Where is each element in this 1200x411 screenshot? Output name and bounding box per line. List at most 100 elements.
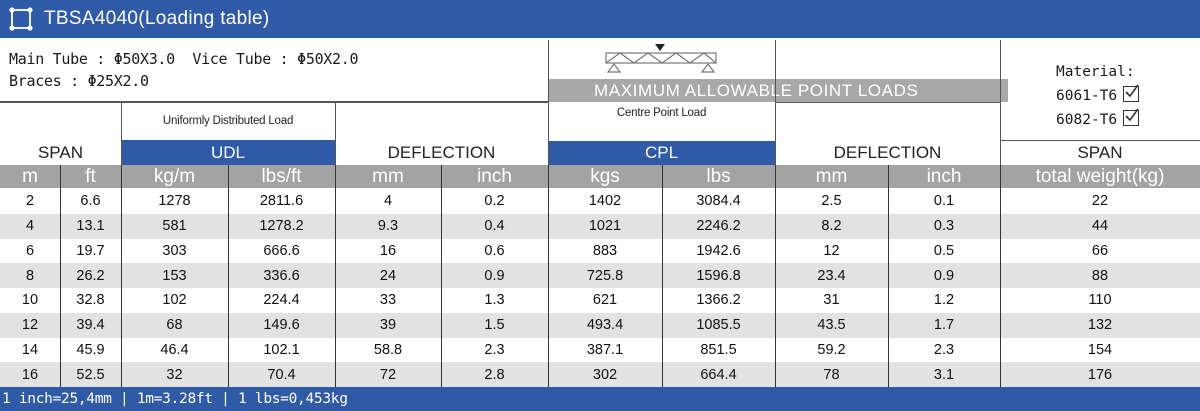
unit-cell: lbs/ft — [228, 165, 335, 188]
unit-conversion-footer: 1 inch=25,4mm | 1m=3.28ft | 1 lbs=0,453k… — [0, 387, 1200, 411]
unit-cell: mm — [335, 165, 441, 188]
table-cell: 4 — [383, 193, 393, 210]
table-cell: 44 — [1091, 218, 1109, 235]
table-cell: 24 — [379, 267, 397, 284]
table-cell: 8.2 — [821, 218, 842, 235]
table-cell: 1.3 — [484, 292, 505, 309]
table-cell: 58.8 — [373, 341, 403, 358]
material-panel: Material: 6061-T6 6082-T6 — [1000, 40, 1200, 140]
unit-cell: m — [0, 165, 60, 188]
table-cell: 666.6 — [263, 242, 300, 259]
checkbox-icon[interactable] — [1123, 84, 1140, 102]
table-cell: 725.8 — [586, 267, 624, 284]
column-divider — [335, 165, 336, 387]
table-cell: 6.6 — [80, 193, 101, 210]
table-cell: 153 — [162, 267, 187, 284]
column-divider — [1000, 40, 1001, 165]
unit-cell: kg/m — [121, 165, 228, 188]
table-cell: 12 — [823, 242, 840, 259]
unit-cell: total weight(kg) — [1000, 165, 1200, 188]
table-cell: 0.2 — [484, 193, 505, 210]
table-cell: 2.8 — [484, 366, 505, 383]
cpl-description: Centre Point Load — [616, 107, 707, 119]
table-cell: 224.4 — [263, 292, 300, 309]
row-divider — [775, 102, 1000, 103]
column-divider — [775, 165, 776, 387]
unit-cell: inch — [441, 165, 548, 188]
table-cell: 336.6 — [263, 267, 300, 284]
table-cell: 3084.4 — [696, 193, 741, 210]
table-cell: 26.2 — [76, 267, 105, 284]
tube-spec-line: Main Tube : Φ50X3.0 Vice Tube : Φ50X2.0 — [9, 50, 359, 68]
table-cell: 0.1 — [933, 193, 955, 210]
material-option-6082[interactable]: 6082-T6 — [1056, 108, 1140, 132]
span-weight-header: SPAN — [1077, 143, 1123, 162]
table-cell: 1021 — [588, 218, 622, 235]
table-cell: 1.5 — [484, 317, 505, 334]
table-cell: 493.4 — [586, 317, 624, 334]
column-divider — [662, 165, 663, 387]
table-cell: 176 — [1087, 366, 1113, 383]
column-divider — [60, 165, 61, 387]
table-cell: 32.8 — [76, 292, 105, 309]
table-cell: 13.1 — [76, 218, 105, 235]
material-option-label: 6061-T6 — [1056, 88, 1118, 104]
table-cell: 10 — [21, 292, 39, 309]
span-header: SPAN — [37, 143, 84, 162]
table-cell: 23.4 — [817, 267, 846, 284]
table-cell: 59.2 — [817, 341, 846, 358]
table-cell: 8 — [25, 267, 35, 284]
table-cell: 72 — [379, 366, 397, 383]
column-divider — [1000, 165, 1001, 387]
table-cell: 1942.6 — [696, 242, 741, 259]
table-cell: 1278 — [158, 193, 191, 210]
table-cell: 0.5 — [933, 242, 955, 259]
udl-header: UDL — [121, 141, 335, 165]
table-cell: 19.7 — [76, 242, 105, 259]
table-cell: 1596.8 — [696, 267, 741, 284]
table-cell: 16 — [379, 242, 397, 259]
page-title: TBSA4040(Loading table) — [44, 8, 270, 29]
unit-cell: mm — [775, 165, 888, 188]
table-cell: 1278.2 — [259, 218, 304, 235]
point-load-diagram-icon — [605, 44, 717, 73]
table-cell: 1366.2 — [696, 292, 741, 309]
row-divider — [0, 102, 548, 103]
udl-description: Uniformly Distributed Load — [162, 115, 294, 127]
table-cell: 31 — [823, 292, 840, 309]
table-cell: 0.6 — [484, 242, 505, 259]
table-cell: 1.7 — [933, 317, 955, 334]
table-cell: 32 — [166, 366, 183, 383]
table-cell: 303 — [162, 242, 187, 259]
unit-cell: kgs — [548, 165, 662, 188]
column-divider — [228, 165, 229, 387]
table-cell: 78 — [823, 366, 840, 383]
table-cell: 2.3 — [484, 341, 505, 358]
column-divider — [441, 165, 442, 387]
table-cell: 883 — [592, 242, 618, 259]
unit-cell: inch — [888, 165, 1000, 188]
column-divider — [888, 165, 889, 387]
table-cell: 3.1 — [933, 366, 955, 383]
table-cell: 149.6 — [263, 317, 300, 334]
material-option-6061[interactable]: 6061-T6 — [1056, 84, 1140, 108]
table-cell: 1085.5 — [696, 317, 741, 334]
checkbox-icon[interactable] — [1123, 108, 1140, 126]
table-cell: 0.9 — [933, 267, 955, 284]
table-cell: 110 — [1088, 292, 1112, 309]
table-cell: 12 — [21, 317, 39, 334]
table-cell: 39.4 — [76, 317, 105, 334]
braces-spec-line: Braces : Φ25X2.0 — [9, 72, 149, 90]
table-cell: 70.4 — [267, 366, 296, 383]
material-option-label: 6082-T6 — [1056, 112, 1118, 128]
table-cell: 33 — [379, 292, 397, 309]
table-cell: 2811.6 — [259, 193, 304, 210]
table-cell: 4 — [25, 218, 35, 235]
table-cell: 43.5 — [817, 317, 846, 334]
table-cell: 102 — [162, 292, 187, 309]
table-cell: 387.1 — [586, 341, 624, 358]
table-cell: 0.9 — [484, 267, 505, 284]
row-divider — [1000, 140, 1200, 141]
deflection-cpl-header: DEFLECTION — [833, 143, 942, 162]
title-bar: TBSA4040(Loading table) — [0, 0, 1200, 38]
